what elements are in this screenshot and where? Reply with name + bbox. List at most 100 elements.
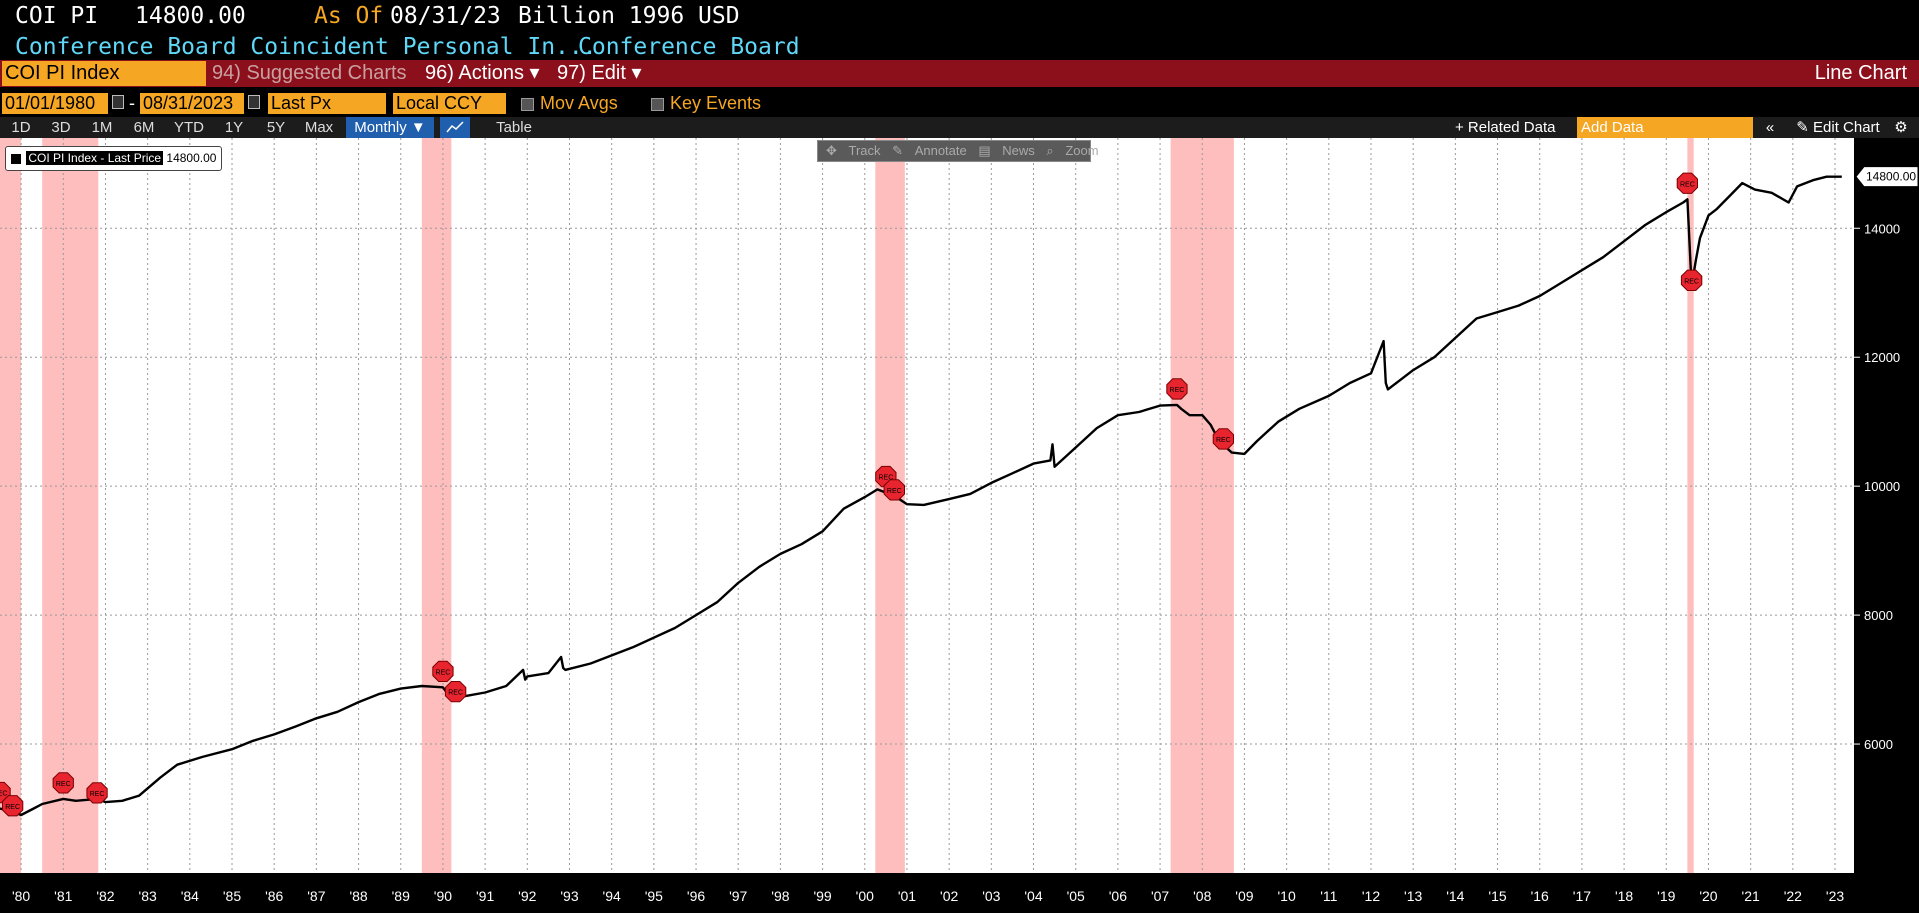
recession-band	[42, 138, 99, 873]
x-tick-label: '23	[1826, 888, 1844, 904]
x-tick-label: '93	[560, 888, 578, 904]
x-tick-label: '80	[12, 888, 30, 904]
chart-tools: ✥ Track ✎ Annotate ▤ News ⌕ Zoom	[817, 140, 1099, 162]
range-6m[interactable]: 6M	[133, 119, 155, 136]
chart-controls: 01/01/1980 - 08/31/2023 Last Px Local CC…	[0, 92, 1919, 116]
x-tick-label: '16	[1531, 888, 1549, 904]
rec-marker-text: REC	[1170, 387, 1185, 394]
range-1m[interactable]: 1M	[91, 119, 113, 136]
rec-marker-shape	[2, 795, 24, 817]
y-tick-label: 10000	[1864, 479, 1900, 494]
end-date-field[interactable]: 08/31/2023	[140, 93, 244, 114]
start-date-field[interactable]: 01/01/1980	[2, 93, 108, 114]
command-bar: COI PI Index 94) Suggested Charts 96) Ac…	[0, 60, 1919, 87]
x-tick-label: '17	[1573, 888, 1591, 904]
news-tool[interactable]: ▤ News	[978, 143, 1035, 158]
x-tick-label: '87	[307, 888, 325, 904]
add-data-input[interactable]: Add Data	[1577, 117, 1753, 138]
range-1y[interactable]: 1Y	[224, 119, 244, 136]
range-1d[interactable]: 1D	[11, 119, 31, 136]
field-select[interactable]: Last Px	[268, 93, 386, 114]
security-input[interactable]: COI PI Index	[2, 61, 206, 86]
timeframe-bar: 1D 3D 1M 6M YTD 1Y 5Y Max Monthly ▼ Tabl…	[0, 117, 1919, 138]
x-tick-label: '98	[771, 888, 789, 904]
x-tick-label: '01	[898, 888, 916, 904]
x-tick-label: '95	[645, 888, 663, 904]
x-tick-label: '11	[1320, 888, 1337, 904]
line-chart-icon[interactable]	[440, 117, 470, 138]
as-of-label: As Of	[314, 3, 384, 29]
related-data-button[interactable]: + Related Data	[1455, 119, 1556, 136]
last-value: 14800.00	[135, 3, 246, 29]
last-value-label: 14800.00	[1855, 166, 1919, 188]
as-of-date: 08/31/23	[390, 3, 501, 29]
mov-avgs-label: Mov Avgs	[540, 93, 618, 113]
x-tick-label: '15	[1488, 888, 1506, 904]
x-tick-label: '88	[349, 888, 367, 904]
date-range-dash: -	[129, 93, 135, 113]
rec-marker-shape	[1212, 428, 1234, 450]
x-tick-label: '96	[687, 888, 705, 904]
legend-swatch	[11, 153, 21, 164]
collapse-icon[interactable]: «	[1765, 119, 1775, 136]
recession-band	[421, 138, 452, 873]
line-chart: REC REC REC REC REC REC REC REC REC REC REC REC 600…	[0, 138, 1919, 904]
x-tick-label: '05	[1067, 888, 1085, 904]
rec-event-marker: REC	[883, 479, 905, 501]
legend-value: 14800.00	[166, 151, 217, 165]
legend-label: COI PI Index - Last Price	[26, 151, 164, 165]
edit-chart-label: Edit Chart	[1813, 119, 1880, 136]
currency-select[interactable]: Local CCY	[393, 93, 506, 114]
rec-event-marker: REC	[432, 660, 454, 682]
x-tick-label: '07	[1151, 888, 1169, 904]
x-tick-label: '90	[434, 888, 452, 904]
rec-marker-shape	[444, 681, 467, 703]
security-description: Conference Board Coincident Personal In.…	[15, 34, 597, 60]
annotate-tool[interactable]: ✎ Annotate	[892, 143, 967, 158]
rec-event-marker: REC	[86, 782, 108, 804]
frequency-select[interactable]: Monthly ▼	[346, 117, 434, 138]
edit-menu[interactable]: 97) Edit ▾	[557, 62, 642, 84]
range-ytd[interactable]: YTD	[174, 119, 204, 136]
rec-event-marker: REC	[444, 681, 467, 703]
calendar-icon[interactable]	[112, 95, 124, 109]
x-tick-label: '18	[1615, 888, 1633, 904]
x-tick-label: '06	[1109, 888, 1127, 904]
y-tick-label: 6000	[1864, 737, 1893, 752]
zoom-tool[interactable]: ⌕ Zoom	[1046, 143, 1099, 158]
rec-marker-text: REC	[436, 669, 451, 676]
x-tick-label: '82	[96, 888, 114, 904]
rec-marker-text: REC	[1216, 437, 1231, 444]
x-tick-label: '91	[476, 888, 494, 904]
gear-icon[interactable]: ⚙	[1894, 119, 1908, 136]
suggested-charts-menu[interactable]: 94) Suggested Charts	[212, 62, 407, 84]
rec-marker-shape	[52, 772, 74, 794]
x-tick-label: '86	[265, 888, 283, 904]
x-tick-label: '13	[1404, 888, 1422, 904]
rec-event-marker: REC	[1212, 428, 1234, 450]
range-max[interactable]: Max	[304, 119, 334, 136]
range-3d[interactable]: 3D	[51, 119, 71, 136]
range-5y[interactable]: 5Y	[266, 119, 286, 136]
rec-marker-shape	[1680, 269, 1703, 291]
x-tick-label: '83	[139, 888, 157, 904]
key-events-checkbox[interactable]	[651, 98, 664, 111]
x-tick-label: '81	[54, 888, 72, 904]
x-tick-label: '85	[223, 888, 241, 904]
x-tick-label: '99	[813, 888, 831, 904]
mov-avgs-checkbox[interactable]	[521, 98, 534, 111]
x-tick-label: '97	[729, 888, 747, 904]
recession-band	[875, 138, 905, 873]
x-tick-label: '20	[1699, 888, 1717, 904]
x-tick-label: '92	[518, 888, 536, 904]
actions-menu[interactable]: 96) Actions ▾	[425, 62, 540, 84]
track-tool[interactable]: ✥ Track	[826, 143, 881, 158]
chart-legend[interactable]: COI PI Index - Last Price 14800.00	[5, 146, 223, 171]
edit-chart-button[interactable]: ✎ Edit Chart	[1796, 119, 1880, 136]
y-tick-label: 14000	[1864, 221, 1900, 236]
rec-marker-text: REC	[90, 791, 105, 798]
last-value-text: 14800.00	[1866, 170, 1916, 184]
calendar-icon[interactable]	[248, 95, 260, 109]
table-button[interactable]: Table	[496, 119, 532, 136]
rec-marker-text: REC	[878, 475, 893, 482]
